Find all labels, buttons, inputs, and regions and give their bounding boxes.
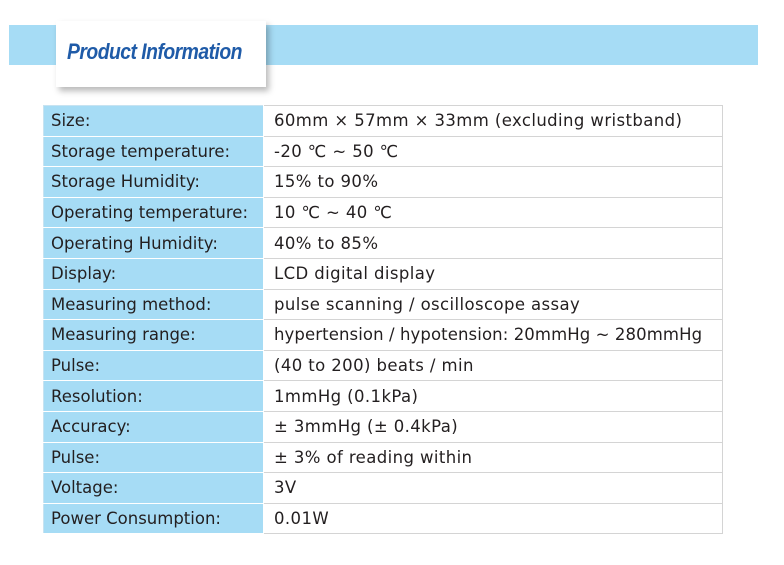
table-row: Operating temperature: 10 ℃ ~ 40 ℃ (43, 196, 723, 229)
page-title: Product Information (67, 39, 242, 64)
spec-label: Accuracy: (43, 410, 264, 443)
spec-value: (40 to 200) beats / min (263, 349, 723, 382)
spec-label: Power Consumption: (43, 502, 264, 535)
spec-label: Storage Humidity: (43, 166, 264, 198)
spec-label: Resolution: (43, 380, 264, 412)
table-row: Voltage: 3V (43, 472, 723, 504)
spec-label: Pulse: (43, 349, 264, 382)
table-row: Operating Humidity: 40% to 85% (43, 227, 723, 259)
table-row: Storage Humidity: 15% to 90% (43, 166, 723, 198)
spec-label: Size: (43, 105, 264, 137)
table-row: Pulse: (40 to 200) beats / min (43, 349, 723, 382)
spec-label: Voltage: (43, 472, 264, 504)
spec-value: -20 ℃ ~ 50 ℃ (263, 135, 723, 168)
spec-value: 10 ℃ ~ 40 ℃ (263, 196, 723, 229)
spec-value: 15% to 90% (263, 166, 723, 198)
spec-value: 60mm × 57mm × 33mm (excluding wristband) (263, 105, 723, 137)
spec-value: 3V (263, 472, 723, 504)
table-row: Measuring method: pulse scanning / oscil… (43, 288, 723, 321)
spec-value: pulse scanning / oscilloscope assay (263, 288, 723, 321)
table-row: Display: LCD digital display (43, 257, 723, 290)
table-row: Accuracy: ± 3mmHg (± 0.4kPa) (43, 410, 723, 443)
table-row: Pulse: ± 3% of reading within (43, 441, 723, 474)
table-row: Resolution: 1mmHg (0.1kPa) (43, 380, 723, 412)
spec-value: LCD digital display (263, 257, 723, 290)
table-row: Measuring range: hypertension / hypotens… (43, 319, 723, 351)
table-row: Power Consumption: 0.01W (43, 502, 723, 535)
spec-value: 1mmHg (0.1kPa) (263, 380, 723, 412)
spec-label: Measuring range: (43, 319, 264, 351)
title-tab (56, 21, 266, 87)
table-row: Storage temperature: -20 ℃ ~ 50 ℃ (43, 135, 723, 168)
spec-value: ± 3% of reading within (263, 441, 723, 474)
spec-label: Operating temperature: (43, 196, 264, 229)
spec-label: Storage temperature: (43, 135, 264, 168)
spec-value: ± 3mmHg (± 0.4kPa) (263, 410, 723, 443)
spec-value: 0.01W (263, 502, 723, 535)
spec-label: Operating Humidity: (43, 227, 264, 259)
spec-label: Pulse: (43, 441, 264, 474)
spec-table: Size: 60mm × 57mm × 33mm (excluding wris… (43, 105, 723, 535)
table-row: Size: 60mm × 57mm × 33mm (excluding wris… (43, 105, 723, 137)
spec-label: Display: (43, 257, 264, 290)
spec-value: hypertension / hypotension: 20mmHg ~ 280… (263, 319, 723, 351)
spec-value: 40% to 85% (263, 227, 723, 259)
spec-label: Measuring method: (43, 288, 264, 321)
